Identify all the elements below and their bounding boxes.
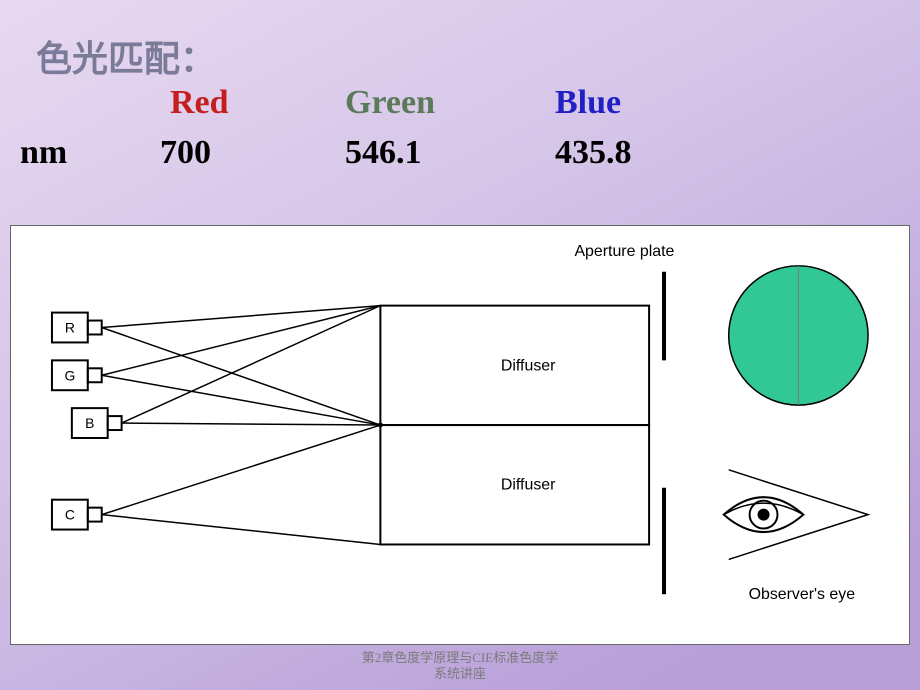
- col-label-red: Red: [170, 84, 229, 122]
- footer: 第2章色度学原理与CIE标准色度学 系统讲座: [0, 650, 920, 681]
- svg-text:Aperture plate: Aperture plate: [574, 243, 674, 260]
- val-blue: 435.8: [555, 134, 632, 172]
- nm-label: nm: [20, 134, 67, 172]
- svg-text:R: R: [65, 319, 75, 335]
- header: 色光匹配： nm Red Green Blue 700 546.1 435.8: [0, 0, 920, 220]
- val-red: 700: [160, 134, 211, 172]
- val-green: 546.1: [345, 134, 422, 172]
- page-title: 色光匹配：: [36, 30, 216, 82]
- svg-text:C: C: [65, 507, 75, 523]
- col-label-blue: Blue: [555, 84, 621, 122]
- diagram-svg: Diffuser Diffuser Aperture plate R G B C Observ…: [11, 226, 909, 644]
- svg-text:B: B: [85, 415, 94, 431]
- svg-text:G: G: [64, 367, 75, 383]
- svg-text:Diffuser: Diffuser: [501, 477, 556, 494]
- footer-line2: 系统讲座: [0, 666, 920, 682]
- diagram: Diffuser Diffuser Aperture plate R G B C Observ…: [10, 225, 910, 645]
- col-label-green: Green: [345, 84, 435, 122]
- svg-text:Diffuser: Diffuser: [501, 357, 556, 374]
- footer-line1: 第2章色度学原理与CIE标准色度学: [0, 650, 920, 666]
- svg-text:Observer's eye: Observer's eye: [749, 586, 856, 603]
